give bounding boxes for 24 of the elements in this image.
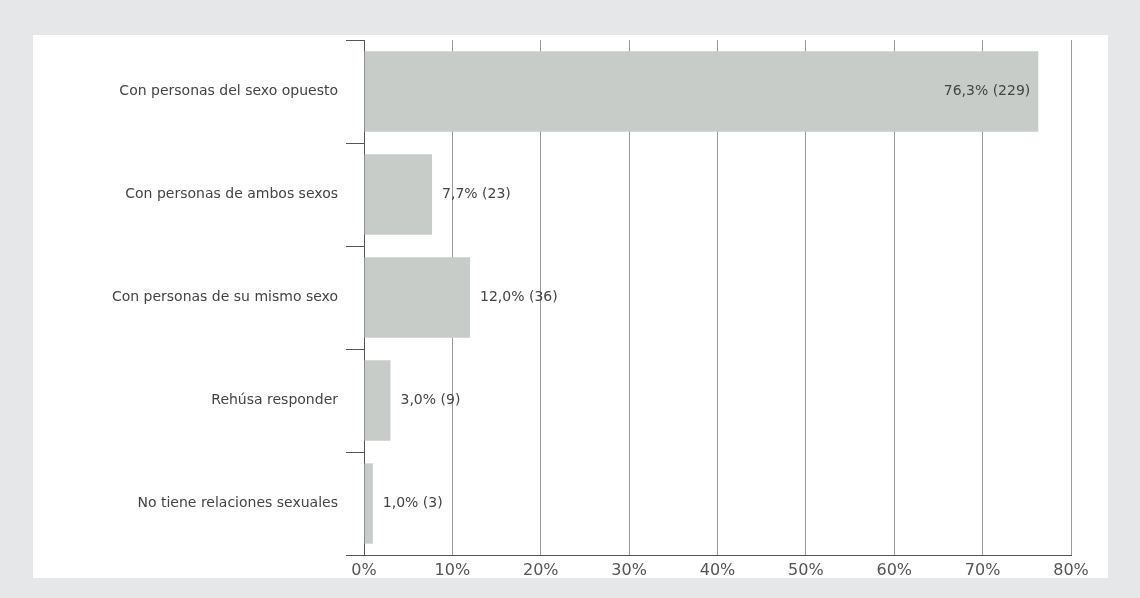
x-tick-label: 10% [434,559,471,579]
data-label: 76,3% (229) [943,82,1031,99]
y-tick-label: No tiene relaciones sexuales [137,494,338,511]
x-tick-label: 80% [1053,559,1089,579]
y-tick-label: Con personas del sexo opuesto [119,82,338,99]
x-tick-label: 70% [964,559,1001,579]
bar [364,257,471,338]
x-tick-label: 50% [788,559,824,579]
x-tick-label: 20% [522,559,559,579]
data-label: 12,0% (36) [480,288,558,305]
bar [364,360,391,441]
bar [364,463,373,544]
x-tick-label: 0% [351,559,377,579]
bar [364,154,433,235]
data-label: 3,0% (9) [400,391,461,408]
bar [364,51,1039,132]
x-tick-label: 60% [876,559,913,579]
x-tick-label: 30% [611,559,647,579]
y-tick-label: Con personas de ambos sexos [125,185,338,202]
y-tick-label: Rehúsa responder [211,391,339,408]
data-label: 1,0% (3) [382,494,443,511]
x-tick-label: 40% [699,559,736,579]
data-label: 7,7% (23) [442,185,511,202]
y-tick-label: Con personas de su mismo sexo [111,288,338,305]
